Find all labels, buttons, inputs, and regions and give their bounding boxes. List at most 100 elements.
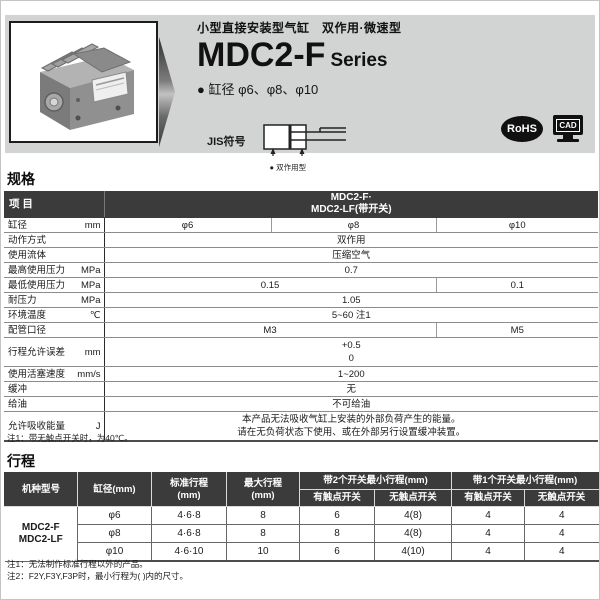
spec-value: 本产品无法吸收气缸上安装的外部负荷产生的能量。 请在无负荷状态下使用、或在外部另…	[104, 411, 599, 442]
spec-value: M3	[104, 322, 437, 338]
spec-row-energy: 允许吸收能量 J 本产品无法吸收气缸上安装的外部负荷产生的能量。 请在无负荷状态下…	[4, 411, 599, 442]
spec-label: 最高使用压力	[4, 262, 68, 278]
spec-row-proof-pressure: 耐压力 MPa 1.05	[4, 292, 599, 308]
stroke-header-model: 机种型号	[4, 472, 78, 507]
stroke-row-d10: φ10 4·6·10 10 6 4(10) 4 4	[5, 542, 599, 562]
stroke-table: 机种型号 缸径(mm) 标准行程 (mm) 最大行程 (mm) 带2个开关最小行…	[4, 472, 599, 562]
spec-label: 最低使用压力	[4, 277, 68, 293]
jis-label: JIS符号	[207, 136, 246, 148]
spec-value: 5~60 注1	[104, 307, 599, 323]
bore-sizes: ● 缸径 φ6、φ8、φ10	[197, 82, 319, 97]
spec-unit: mm/s	[68, 366, 105, 382]
spec-unit	[68, 232, 105, 248]
spec-item-header: 项 目	[4, 191, 105, 218]
spec-unit: MPa	[68, 262, 105, 278]
stroke-notes: 注1：无法制作标准行程以外的产品。 注2：F2Y,F3Y,F3P时，最小行程为(…	[7, 559, 188, 582]
stroke-header-row: 机种型号 缸径(mm) 标准行程 (mm) 最大行程 (mm) 带2个开关最小行…	[4, 472, 599, 507]
stroke-header-bore: 缸径(mm)	[77, 472, 152, 507]
spec-row-cushion: 缓冲 无	[4, 381, 599, 397]
spec-row-ambient-temp: 环境温度 ℃ 5~60 注1	[4, 307, 599, 323]
spec-label: 允许吸收能量	[4, 411, 68, 442]
stroke-header-two-switch: 带2个开关最小行程(mm)	[298, 472, 453, 490]
spec-label: 动作方式	[4, 232, 68, 248]
spec-value: 0.1	[435, 277, 599, 293]
spec-unit: MPa	[68, 292, 105, 308]
cad-badge-icon: CAD	[553, 115, 583, 142]
stroke-value: 6	[299, 542, 375, 562]
spec-label: 行程允许误差	[4, 337, 68, 367]
spec-value: φ8	[270, 217, 437, 233]
banner-text: 小型直接安装型气缸 双作用·微速型 MDC2-F Series ● 缸径 φ6、φ…	[197, 19, 402, 98]
spec-table: 项 目 MDC2-F· MDC2-LF(带开关) 缸径 mm φ6 φ8 φ10 …	[4, 191, 599, 442]
spec-unit: mm	[68, 337, 105, 367]
stroke-row-d8: φ8 4·6·8 8 8 4(8) 4 4	[5, 524, 599, 543]
product-photo-frame	[9, 21, 158, 143]
spec-value: 1.05	[104, 292, 599, 308]
stroke-value: 4	[524, 524, 599, 543]
banner-arrow	[159, 37, 175, 147]
spec-value: M5	[435, 322, 599, 338]
spec-row-port-size: 配管口径 M3 M5	[4, 322, 599, 338]
stroke-header-max: 最大行程 (mm)	[226, 472, 300, 507]
stroke-value: 6	[299, 506, 375, 525]
spec-value: 1~200	[104, 366, 599, 382]
stroke-value: 8	[299, 524, 375, 543]
spec-value: +0.5 0	[104, 337, 599, 367]
spec-unit: MPa	[68, 277, 105, 293]
spec-unit	[68, 396, 105, 412]
spec-label: 配管口径	[4, 322, 68, 338]
stroke-value: 4	[451, 542, 526, 562]
spec-product-header: MDC2-F· MDC2-LF(带开关)	[103, 191, 599, 218]
spec-header-row: 项 目 MDC2-F· MDC2-LF(带开关)	[4, 191, 599, 218]
stroke-value: φ6	[77, 506, 152, 525]
series-suffix: Series	[330, 50, 388, 71]
spec-value: 无	[104, 381, 599, 397]
spec-row-actuation: 动作方式 双作用	[4, 232, 599, 248]
product-kicker: 小型直接安装型气缸 双作用·微速型	[197, 21, 402, 35]
spec-label: 使用流体	[4, 247, 68, 263]
spec-unit: J	[68, 411, 105, 442]
spec-note: 注1：带无触点开关时，为40℃。	[7, 433, 133, 443]
cylinder-symbol-icon	[262, 124, 346, 156]
spec-unit: ℃	[68, 307, 105, 323]
spec-unit	[68, 381, 105, 397]
spec-unit	[68, 247, 105, 263]
spec-label: 使用活塞速度	[4, 366, 68, 382]
stroke-model-cell: MDC2-F MDC2-LF	[4, 506, 78, 562]
stroke-value: 4·6·8	[151, 524, 227, 543]
stroke-value: 4	[524, 506, 599, 525]
header-banner: 小型直接安装型气缸 双作用·微速型 MDC2-F Series ● 缸径 φ6、φ…	[5, 15, 595, 172]
stroke-subheader-contact: 有触点开关	[299, 489, 375, 507]
spec-value: φ10	[435, 217, 599, 233]
stroke-value: 4·6·8	[151, 506, 227, 525]
stroke-section-title: 行程	[7, 453, 35, 469]
stroke-row-d6: MDC2-F MDC2-LF φ6 4·6·8 8 6 4(8) 4 4	[4, 506, 599, 562]
spec-row-fluid: 使用流体 压缩空气	[4, 247, 599, 263]
spec-row-lubrication: 给油 不可给油	[4, 396, 599, 412]
stroke-header-one-switch: 带1个开关最小行程(mm)	[451, 472, 599, 490]
spec-row-stroke-tolerance: 行程允许误差 mm +0.5 0	[4, 337, 599, 367]
spec-value: 0.15	[104, 277, 437, 293]
stroke-note-1: 注1：无法制作标准行程以外的产品。	[7, 559, 148, 569]
spec-row-max-pressure: 最高使用压力 MPa 0.7	[4, 262, 599, 278]
jis-caption: ● 双作用型	[269, 163, 307, 172]
stroke-value: 4(8)	[373, 524, 453, 543]
stroke-subheader-solid: 无触点开关	[373, 489, 453, 507]
rohs-badge-icon: RoHS	[501, 115, 543, 142]
spec-row-min-pressure: 最低使用压力 MPa 0.15 0.1	[4, 277, 599, 293]
stroke-subheader-contact: 有触点开关	[451, 489, 526, 507]
spec-label: 环境温度	[4, 307, 68, 323]
spec-value: 压缩空气	[104, 247, 599, 263]
stroke-value: φ8	[77, 524, 152, 543]
jis-symbol-block: JIS符号 ● 双作用型	[207, 121, 350, 173]
series-title: MDC2-F	[197, 36, 326, 74]
stroke-value: 8	[226, 524, 300, 543]
spec-label: 给油	[4, 396, 68, 412]
stroke-value: 4	[451, 506, 526, 525]
stroke-note-2: 注2：F2Y,F3Y,F3P时，最小行程为( )内的尺寸。	[7, 570, 189, 581]
stroke-value: 8	[226, 506, 300, 525]
spec-value: φ6	[104, 217, 272, 233]
spec-unit	[68, 322, 105, 338]
spec-value: 双作用	[104, 232, 599, 248]
